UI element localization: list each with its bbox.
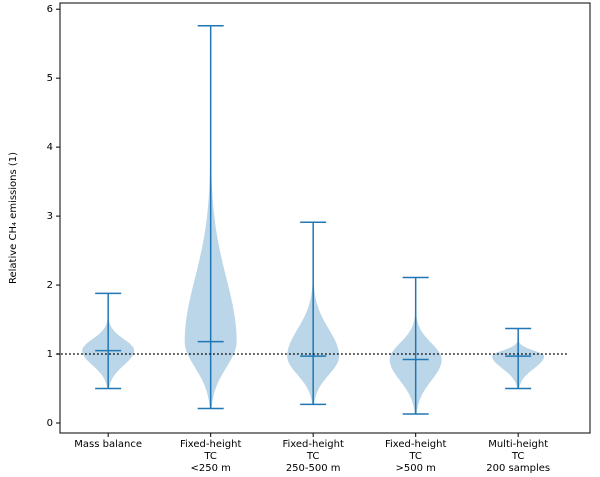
x-tick-label: TC	[306, 451, 320, 462]
y-tick-label: 0	[47, 418, 53, 429]
y-axis-label: Relative CH₄ emissions (1)	[8, 152, 19, 284]
x-tick-label: 200 samples	[486, 463, 550, 474]
x-tick-label: TC	[203, 451, 217, 462]
y-tick-label: 2	[47, 280, 53, 291]
y-tick-label: 5	[47, 73, 53, 84]
x-tick-label: Fixed-height	[385, 439, 446, 450]
x-tick-label: <250 m	[190, 463, 230, 474]
y-tick-label: 3	[47, 211, 53, 222]
x-tick-label: Mass balance	[74, 439, 142, 450]
x-tick-label: TC	[408, 451, 422, 462]
x-tick-label: Multi-height	[488, 439, 548, 450]
x-tick-label: TC	[511, 451, 525, 462]
x-tick-label: Fixed-height	[282, 439, 343, 450]
y-tick-label: 6	[47, 4, 53, 15]
x-tick-label: 250-500 m	[286, 463, 341, 474]
y-tick-label: 4	[47, 142, 53, 153]
y-tick-label: 1	[47, 349, 53, 360]
plot-frame	[59, 2, 591, 434]
x-tick-label: Fixed-height	[180, 439, 241, 450]
x-tick-label: >500 m	[395, 463, 435, 474]
